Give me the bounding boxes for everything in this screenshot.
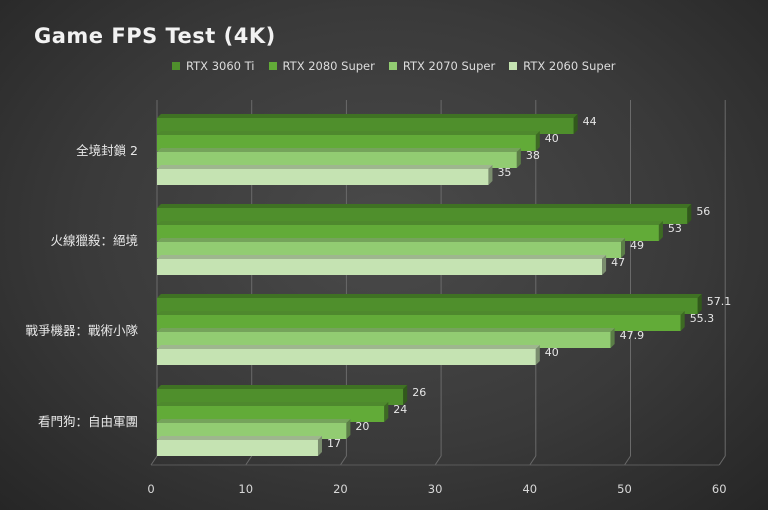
legend: RTX 3060 Ti RTX 2080 Super RTX 2070 Supe… bbox=[172, 58, 616, 74]
bar-top-3-0 bbox=[157, 165, 493, 169]
data-label-0-1: 56 bbox=[696, 205, 710, 218]
bar-top-2-1 bbox=[157, 238, 626, 242]
category-label-1: 火線獵殺：絕境 bbox=[50, 233, 138, 248]
bar-top-0-2 bbox=[157, 294, 702, 298]
x-tick-label-60: 60 bbox=[712, 482, 727, 496]
floor-gridline-10 bbox=[245, 455, 253, 466]
data-label-0-2: 57.1 bbox=[707, 295, 732, 308]
data-label-1-2: 55.3 bbox=[690, 312, 715, 325]
data-label-3-2: 40 bbox=[545, 346, 559, 359]
bar-top-3-2 bbox=[157, 345, 540, 349]
data-label-2-0: 38 bbox=[526, 149, 540, 162]
legend-swatch-rtx-2060-super bbox=[509, 62, 518, 70]
bar-rtx-2060-super-3 bbox=[157, 440, 318, 456]
data-label-1-0: 40 bbox=[545, 132, 559, 145]
bar-rtx-3060-ti-0 bbox=[157, 118, 574, 134]
bar-end-2-3 bbox=[346, 419, 351, 439]
bar-end-0-1 bbox=[687, 204, 692, 224]
legend-item-rtx-2060-super: RTX 2060 Super bbox=[509, 59, 616, 73]
x-tick-label-40: 40 bbox=[522, 482, 537, 496]
bar-end-1-2 bbox=[680, 311, 685, 331]
floor-gridline-60 bbox=[718, 455, 726, 466]
legend-label-rtx-3060-ti: RTX 3060 Ti bbox=[186, 59, 255, 73]
legend-swatch-rtx-2070-super bbox=[388, 62, 397, 70]
bar-end-1-1 bbox=[658, 221, 663, 241]
bar-top-1-2 bbox=[157, 311, 685, 315]
bar-top-0-1 bbox=[157, 204, 692, 208]
bar-rtx-2060-super-2 bbox=[157, 349, 536, 365]
bar-rtx-2080-super-0 bbox=[157, 135, 536, 151]
bar-rtx-2080-super-2 bbox=[157, 315, 681, 331]
data-label-3-3: 17 bbox=[327, 437, 341, 450]
bar-end-3-0 bbox=[488, 165, 493, 185]
floor-gridline-50 bbox=[624, 455, 631, 466]
x-tick-label-30: 30 bbox=[428, 482, 443, 496]
legend-label-rtx-2070-super: RTX 2070 Super bbox=[402, 59, 496, 73]
bar-rtx-3060-ti-2 bbox=[157, 298, 698, 314]
data-label-0-0: 44 bbox=[583, 115, 597, 128]
bar-rtx-3060-ti-1 bbox=[157, 208, 688, 224]
legend-swatch-rtx-2080-super bbox=[268, 62, 277, 70]
bar-end-1-3 bbox=[384, 402, 389, 422]
bar-rtx-3060-ti-3 bbox=[157, 389, 404, 405]
legend-item-rtx-3060-ti: RTX 3060 Ti bbox=[172, 59, 255, 73]
bar-top-3-1 bbox=[157, 255, 607, 259]
legend-label-rtx-2060-super: RTX 2060 Super bbox=[523, 59, 616, 73]
legend-item-rtx-2070-super: RTX 2070 Super bbox=[388, 59, 496, 73]
bar-top-3-3 bbox=[157, 436, 322, 440]
bar-top-2-2 bbox=[157, 328, 615, 332]
data-label-2-3: 20 bbox=[355, 420, 369, 433]
bar-top-0-0 bbox=[157, 114, 578, 118]
category-label-0: 全境封鎖 2 bbox=[76, 143, 138, 158]
data-label-1-1: 53 bbox=[668, 222, 682, 235]
bar-end-0-2 bbox=[697, 294, 702, 314]
bar-rtx-2070-super-0 bbox=[157, 152, 517, 168]
x-tick-label-50: 50 bbox=[617, 482, 632, 496]
bar-top-1-3 bbox=[157, 402, 389, 406]
bar-top-0-3 bbox=[157, 385, 408, 389]
bar-rtx-2070-super-3 bbox=[157, 423, 347, 439]
bar-rtx-2080-super-1 bbox=[157, 225, 659, 241]
data-label-2-1: 49 bbox=[630, 239, 644, 252]
category-label-2: 戰爭機器：戰術小隊 bbox=[25, 323, 138, 338]
bar-end-0-0 bbox=[573, 114, 578, 134]
data-label-2-2: 47.9 bbox=[620, 329, 645, 342]
data-label-3-0: 35 bbox=[497, 166, 511, 179]
bar-top-2-3 bbox=[157, 419, 351, 423]
floor-gridline-0 bbox=[150, 455, 158, 466]
bar-end-3-1 bbox=[602, 255, 607, 275]
legend-item-rtx-2080-super: RTX 2080 Super bbox=[268, 59, 375, 73]
floor-gridline-20 bbox=[339, 455, 347, 466]
floor-gridline-40 bbox=[529, 455, 537, 466]
bar-rtx-2080-super-3 bbox=[157, 406, 385, 422]
data-label-1-3: 24 bbox=[393, 403, 407, 416]
x-tick-label-20: 20 bbox=[333, 482, 348, 496]
chart-title: Game FPS Test (4K) bbox=[34, 24, 276, 48]
legend-swatch-rtx-3060-ti bbox=[172, 62, 180, 70]
category-label-3: 看門狗：自由軍團 bbox=[38, 414, 138, 429]
data-label-0-3: 26 bbox=[412, 386, 426, 399]
x-tick-label-10: 10 bbox=[238, 482, 253, 496]
floor-gridline-30 bbox=[434, 455, 442, 466]
x-tick-label-0: 0 bbox=[147, 482, 154, 496]
bar-top-1-1 bbox=[157, 221, 663, 225]
bar-end-3-2 bbox=[535, 345, 540, 365]
bar-end-1-0 bbox=[535, 131, 540, 151]
bar-end-2-1 bbox=[621, 238, 626, 258]
bar-rtx-2070-super-2 bbox=[157, 332, 611, 348]
bar-rtx-2060-super-1 bbox=[157, 259, 603, 275]
bar-rtx-2070-super-1 bbox=[157, 242, 622, 258]
bar-end-0-3 bbox=[403, 385, 408, 405]
bar-end-2-2 bbox=[610, 328, 615, 348]
bar-rtx-2060-super-0 bbox=[157, 169, 489, 185]
data-label-3-1: 47 bbox=[611, 256, 625, 269]
bar-top-1-0 bbox=[157, 131, 540, 135]
bar-top-2-0 bbox=[157, 148, 521, 152]
bar-end-2-0 bbox=[516, 148, 521, 168]
bar-end-3-3 bbox=[317, 436, 322, 456]
legend-label-rtx-2080-super: RTX 2080 Super bbox=[282, 59, 375, 73]
